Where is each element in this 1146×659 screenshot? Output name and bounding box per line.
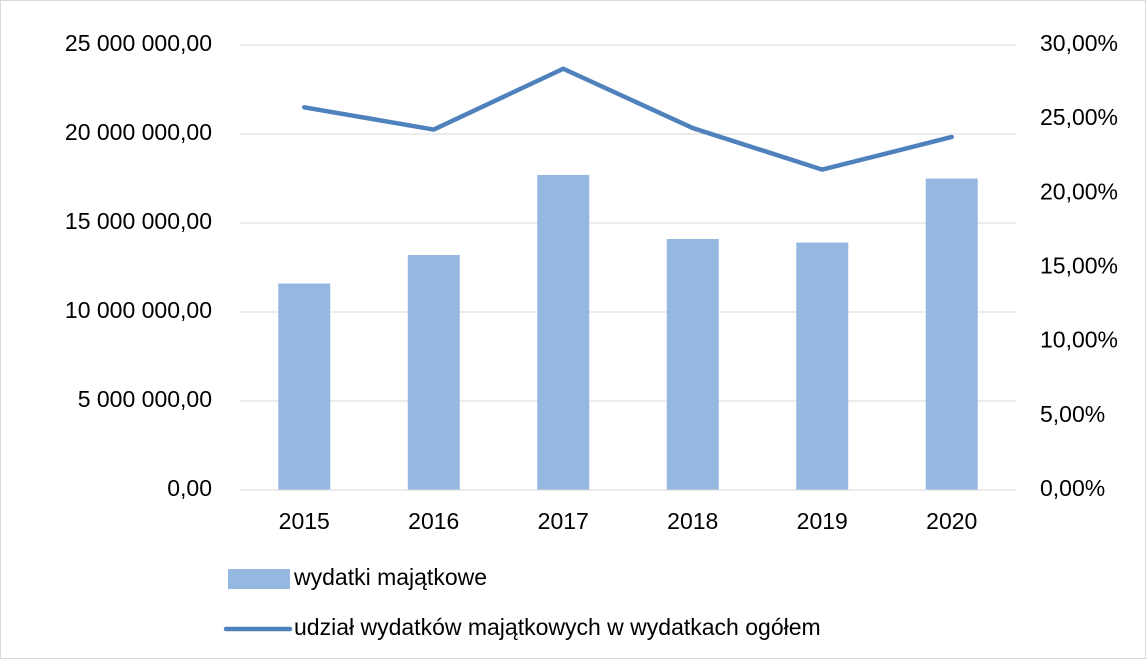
x-tick-label: 2018 — [667, 508, 718, 534]
y2-tick-label: 0,00% — [1040, 475, 1105, 501]
x-tick-label: 2017 — [538, 508, 589, 534]
y2-tick-label: 20,00% — [1040, 178, 1118, 204]
bar — [666, 239, 719, 490]
y-tick-label: 5 000 000,00 — [78, 386, 212, 412]
y-tick-label: 20 000 000,00 — [65, 119, 212, 145]
y-tick-label: 25 000 000,00 — [65, 30, 212, 56]
x-tick-label: 2019 — [797, 508, 848, 534]
legend-swatch — [228, 569, 290, 589]
bar — [278, 283, 331, 490]
y2-tick-label: 10,00% — [1040, 327, 1118, 353]
x-tick-label: 2020 — [926, 508, 977, 534]
x-tick-label: 2016 — [408, 508, 459, 534]
bar — [537, 174, 590, 490]
y2-tick-label: 30,00% — [1040, 30, 1118, 56]
y-tick-label: 10 000 000,00 — [65, 297, 212, 323]
y2-tick-label: 25,00% — [1040, 104, 1118, 130]
bar — [796, 242, 849, 490]
bar — [407, 255, 460, 490]
y-tick-label: 0,00 — [167, 475, 212, 501]
y2-tick-label: 5,00% — [1040, 401, 1105, 427]
bar — [925, 178, 978, 490]
line — [302, 66, 954, 172]
y-tick-label: 15 000 000,00 — [65, 208, 212, 234]
legend-label: wydatki majątkowe — [293, 564, 487, 590]
legend-label: udział wydatków majątkowych w wydatkach … — [294, 614, 821, 640]
y2-tick-label: 15,00% — [1040, 253, 1118, 279]
x-tick-label: 2015 — [279, 508, 330, 534]
